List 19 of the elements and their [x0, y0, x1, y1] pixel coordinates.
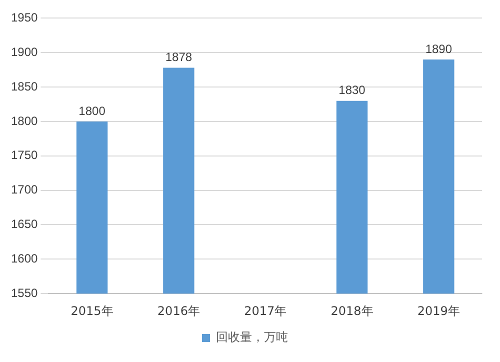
x-tick-label: 2015年 [70, 304, 114, 318]
y-tick-label: 1650 [10, 217, 38, 232]
x-tick-label: 2016年 [157, 304, 200, 318]
data-label: 1800 [78, 104, 106, 118]
x-tick-label: 2018年 [330, 304, 374, 318]
y-tick-label: 1900 [10, 44, 38, 59]
y-tick-label: 1550 [10, 286, 38, 300]
y-tick-label: 1800 [10, 114, 38, 128]
y-tick-label: 1850 [10, 79, 38, 94]
x-tick-label: 2019年 [417, 304, 460, 318]
x-tick-label: 2017年 [244, 304, 287, 318]
y-tick-label: 1700 [10, 182, 38, 197]
legend-label: 回收量，万吨 [216, 330, 288, 344]
data-label: 1878 [165, 50, 192, 64]
data-label: 1890 [425, 42, 452, 56]
y-tick-label: 1750 [10, 148, 38, 162]
y-tick-label: 1950 [10, 10, 38, 25]
data-label: 1830 [338, 83, 366, 98]
y-tick-label: 1600 [10, 251, 38, 266]
